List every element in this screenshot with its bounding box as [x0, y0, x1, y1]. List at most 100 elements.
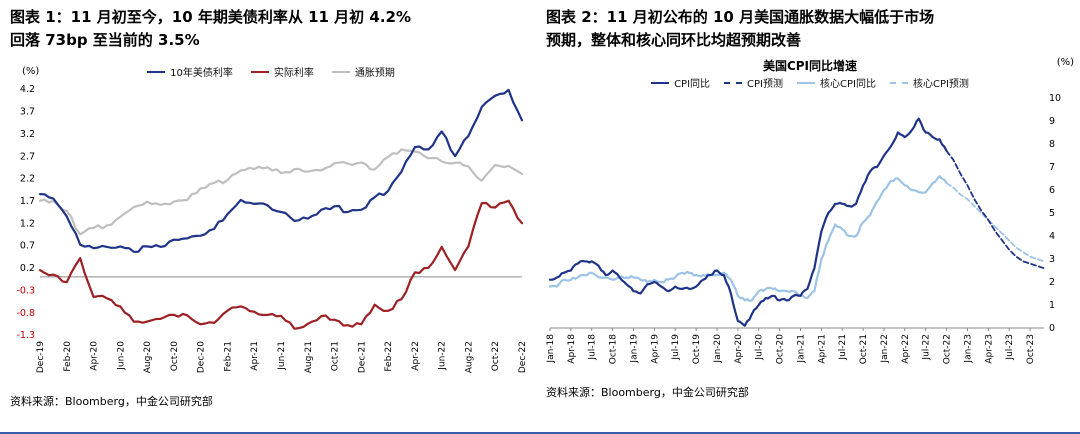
legend-swatch-core-cpi-yoy [797, 81, 815, 84]
svg-text:Dec-22: Dec-22 [518, 341, 528, 373]
figure-2-source: 资料来源：Bloomberg，中金公司研究部 [546, 385, 749, 399]
bottom-rule [0, 432, 1080, 434]
figure-1-legend: 10年美债利率 实际利率 通胀预期 [10, 63, 532, 81]
legend-item-us10y: 10年美债利率 [147, 64, 233, 79]
legend-label-core-cpi-yoy: 核心CPI同比 [820, 79, 876, 90]
svg-text:9: 9 [1049, 116, 1055, 127]
svg-text:3.7: 3.7 [20, 106, 35, 117]
figure-1-chart-header: (%) 10年美债利率 实际利率 通胀预期 [10, 63, 532, 83]
legend-label-core-cpi-forecast: 核心CPI预测 [912, 79, 969, 90]
figure-2-caption-line1: 图表 2：11 月初公布的 10 月美国通胀数据大幅低于市场 [546, 8, 935, 26]
svg-text:Jul-18: Jul-18 [588, 333, 598, 360]
svg-text:Dec-20: Dec-20 [197, 340, 207, 372]
legend-item-cpi-yoy: CPI同比 [651, 75, 710, 90]
legend-item-real-rate: 实际利率 [250, 64, 314, 79]
svg-text:Oct-21: Oct-21 [331, 341, 341, 371]
svg-text:Dec-21: Dec-21 [357, 341, 367, 373]
svg-text:Jul-19: Jul-19 [671, 333, 681, 360]
legend-swatch-cpi-forecast [724, 81, 743, 84]
series-cpi-yoy [548, 117, 948, 327]
svg-text:6: 6 [1049, 185, 1055, 196]
svg-text:Jul-21: Jul-21 [838, 334, 848, 361]
legend-item-cpi-forecast: CPI预测 [724, 75, 783, 90]
svg-text:Aug-20: Aug-20 [143, 340, 153, 373]
svg-text:Jan-18: Jan-18 [546, 333, 556, 363]
svg-text:Dec-19: Dec-19 [36, 340, 46, 372]
svg-text:Jan-22: Jan-22 [880, 334, 890, 364]
svg-text:-0.3: -0.3 [16, 285, 35, 296]
y-axis-labels: 0 1 2 3 4 5 6 7 8 9 10 [1049, 93, 1061, 334]
figure-2-caption: 图表 2：11 月初公布的 10 月美国通胀数据大幅低于市场 预期，整体和核心同… [546, 6, 1074, 53]
svg-text:Feb-21: Feb-21 [223, 341, 233, 372]
figure-2-chart-title: 美国CPI同比增速 [762, 58, 858, 73]
svg-text:4: 4 [1049, 231, 1055, 242]
figure-1-caption: 图表 1：11 月初至今，10 年期美债利率从 11 月初 4.2% 回落 73… [10, 6, 532, 53]
figure-1: 图表 1：11 月初至今，10 年期美债利率从 11 月初 4.2% 回落 73… [10, 6, 532, 409]
legend-swatch-cpi-yoy [651, 81, 670, 84]
svg-text:2: 2 [1049, 277, 1055, 288]
svg-text:Feb-20: Feb-20 [63, 340, 73, 371]
svg-text:Jan-19: Jan-19 [630, 333, 640, 363]
legend-item-core-cpi-forecast: 核心CPI预测 [889, 75, 969, 90]
svg-text:Jan-20: Jan-20 [713, 333, 723, 363]
figure-1-y-axis-unit: (%) [22, 65, 40, 77]
svg-text:Apr-21: Apr-21 [817, 334, 827, 364]
svg-text:-0.8: -0.8 [16, 307, 35, 318]
svg-text:Oct-22: Oct-22 [943, 334, 953, 364]
legend-swatch-us10y [147, 70, 166, 73]
series-core-cpi-yoy [548, 174, 948, 302]
series-real-rate [38, 199, 524, 330]
svg-text:Oct-18: Oct-18 [609, 333, 619, 364]
svg-text:1: 1 [1049, 300, 1055, 311]
svg-text:2.7: 2.7 [20, 151, 35, 162]
svg-text:Feb-22: Feb-22 [384, 341, 394, 372]
svg-text:Oct-21: Oct-21 [859, 334, 869, 364]
svg-text:Oct-22: Oct-22 [491, 341, 501, 371]
figure-2: 图表 2：11 月初公布的 10 月美国通胀数据大幅低于市场 预期，整体和核心同… [546, 6, 1074, 400]
svg-text:Apr-23: Apr-23 [984, 334, 994, 364]
svg-text:2.2: 2.2 [20, 173, 35, 184]
x-axis-labels: Dec-19 Feb-20 Apr-20 Jun-20 Aug-20 Oct-20 Dec-… [36, 340, 528, 373]
svg-text:Apr-22: Apr-22 [411, 341, 421, 371]
y-axis-labels: 4.2 3.7 3.2 2.7 2.2 1.7 1.2 0.7 0.2 -0.3 -0.8 -1.3 [16, 84, 35, 341]
svg-text:Jun-20: Jun-20 [116, 340, 126, 370]
svg-text:Apr-19: Apr-19 [650, 333, 660, 363]
legend-swatch-core-cpi-forecast [889, 81, 908, 84]
svg-text:Aug-22: Aug-22 [464, 341, 474, 373]
legend-label-us10y: 10年美债利率 [170, 68, 233, 79]
svg-text:Jun-21: Jun-21 [277, 341, 287, 371]
series-core-cpi-forecast [945, 181, 1045, 262]
svg-text:5: 5 [1049, 208, 1055, 219]
legend-label-cpi-yoy: CPI同比 [674, 79, 711, 90]
svg-text:Aug-21: Aug-21 [304, 341, 314, 373]
series-cpi-forecast [945, 149, 1045, 269]
svg-text:Apr-21: Apr-21 [250, 341, 260, 371]
svg-text:Oct-19: Oct-19 [692, 333, 702, 364]
svg-text:Apr-18: Apr-18 [567, 333, 577, 363]
figure-1-caption-line1: 图表 1：11 月初至今，10 年期美债利率从 11 月初 4.2% [10, 8, 411, 26]
legend-label-real-rate: 实际利率 [273, 68, 314, 79]
svg-text:10: 10 [1049, 93, 1061, 104]
svg-text:Oct-23: Oct-23 [1026, 334, 1036, 364]
legend-label-breakeven: 通胀预期 [354, 68, 395, 79]
svg-text:0.2: 0.2 [20, 263, 35, 274]
svg-text:1.2: 1.2 [20, 218, 35, 229]
svg-text:Apr-22: Apr-22 [901, 334, 911, 364]
svg-text:Oct-20: Oct-20 [170, 340, 180, 371]
svg-text:Apr-20: Apr-20 [734, 333, 744, 363]
svg-text:-1.3: -1.3 [16, 330, 35, 341]
svg-text:3.2: 3.2 [20, 128, 35, 139]
legend-swatch-breakeven [331, 70, 350, 73]
figure-2-caption-line2: 预期，整体和核心同环比均超预期改善 [546, 31, 802, 50]
series-us10y [38, 88, 524, 253]
svg-text:Jan-21: Jan-21 [797, 334, 807, 364]
svg-text:Jul-20: Jul-20 [755, 333, 765, 360]
svg-text:Apr-20: Apr-20 [90, 340, 100, 370]
svg-text:Jun-22: Jun-22 [438, 341, 448, 371]
svg-text:4.2: 4.2 [20, 84, 35, 95]
figure-2-y-axis-unit: (%) [1056, 56, 1074, 68]
figure-1-chart: 4.23.73.22.72.21.71.20.70.2-0.3-0.8-1.3D… [16, 84, 528, 373]
svg-text:7: 7 [1049, 162, 1055, 173]
